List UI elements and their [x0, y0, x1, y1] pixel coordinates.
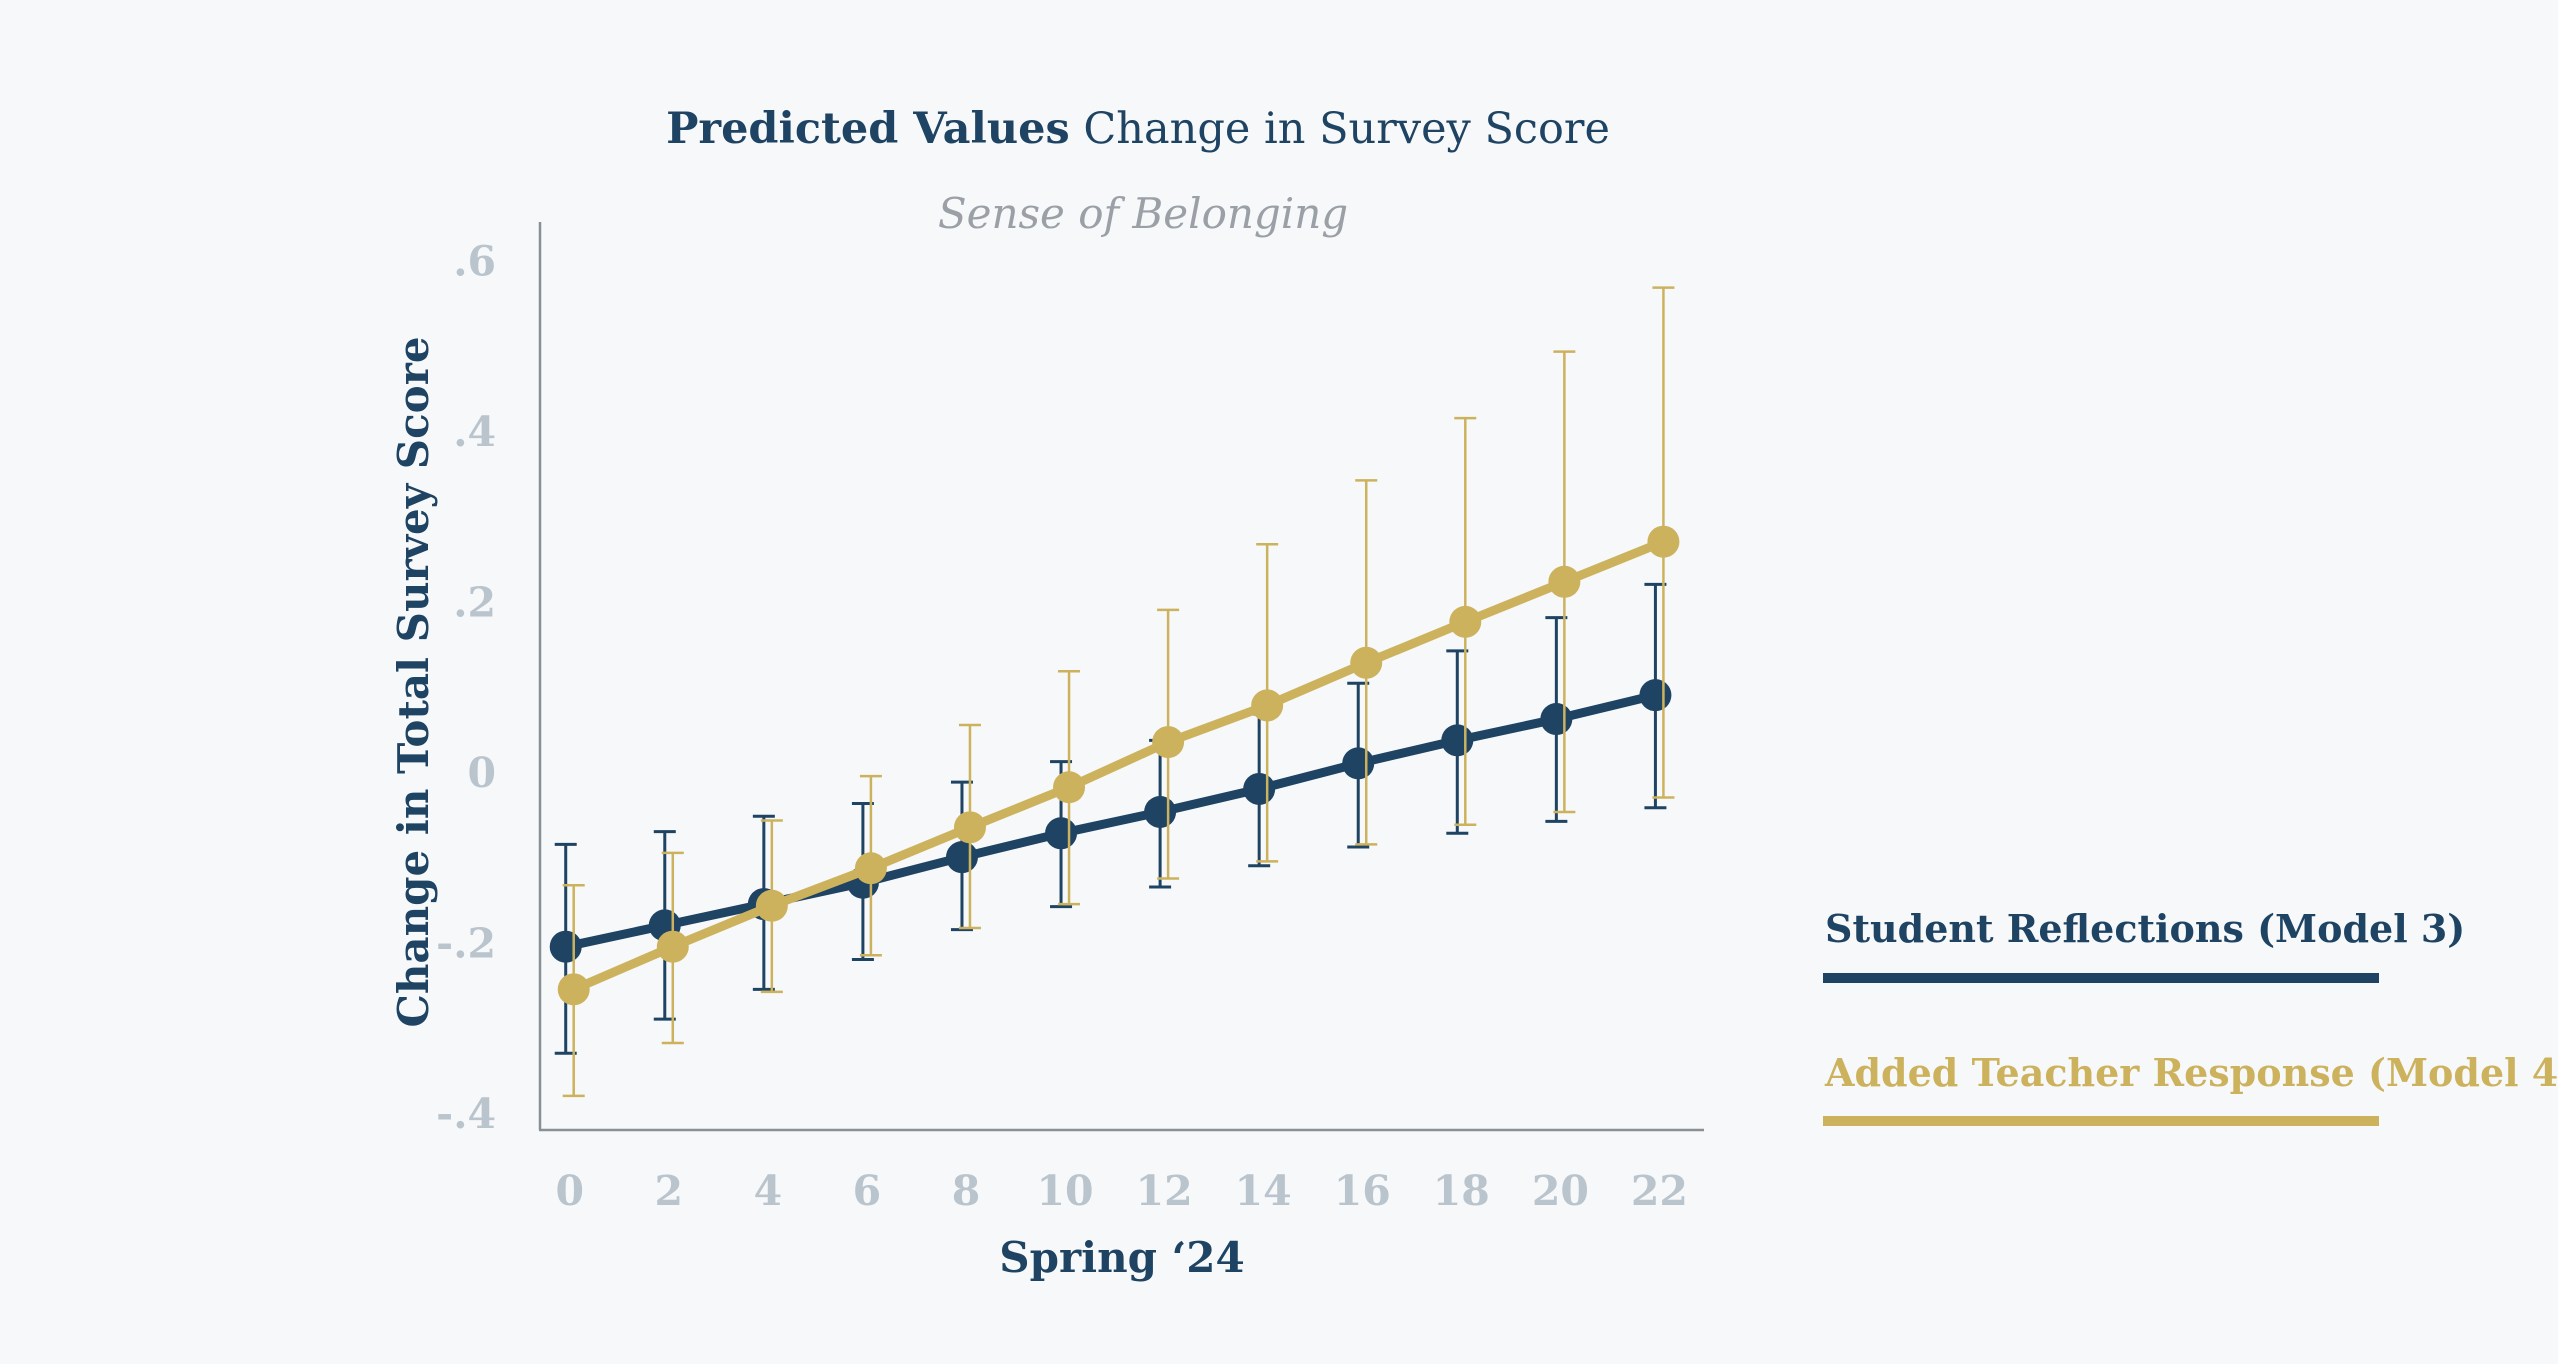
data-point: [1350, 646, 1383, 679]
y-axis-label: Change in Total Survey Score: [389, 336, 438, 1027]
chart-subtitle: Sense of Belonging: [938, 189, 1348, 238]
x-tick-label: 16: [1334, 1167, 1391, 1215]
y-tick-label: .4: [453, 408, 496, 456]
y-tick-labels: .6 .4 .2 0 -.2 -.4: [436, 237, 496, 1138]
x-tick-label: 22: [1631, 1167, 1688, 1215]
data-point: [1540, 703, 1573, 736]
x-axis-label: Spring ‘24: [999, 1233, 1244, 1282]
chart-title-bold: Predicted Values: [666, 104, 1070, 154]
plot-area: [549, 286, 1680, 1098]
x-tick-label: 18: [1433, 1167, 1490, 1215]
y-tick-label: -.4: [436, 1090, 496, 1138]
x-tick-label: 14: [1235, 1167, 1292, 1215]
data-point: [1045, 817, 1078, 850]
series-line: [571, 537, 1666, 994]
x-tick-label: 6: [853, 1167, 882, 1215]
legend-label-series-2: Added Teacher Response (Model 4): [1824, 1050, 2558, 1095]
data-point: [1342, 747, 1375, 780]
data-point: [1144, 795, 1177, 828]
data-point: [1053, 771, 1086, 804]
data-point: [1647, 525, 1680, 558]
data-point: [1639, 679, 1672, 712]
data-point: [953, 811, 986, 844]
y-tick-label: .6: [453, 237, 496, 285]
x-tick-labels: 0 2 4 6 8 10 12 14 16 18 20 22: [555, 1167, 1687, 1215]
data-point: [1152, 726, 1185, 759]
x-tick-label: 2: [655, 1167, 684, 1215]
data-point: [755, 889, 788, 922]
data-point: [1441, 724, 1474, 757]
legend: Student Reflections (Model 3) Added Teac…: [1823, 906, 2558, 1126]
data-point: [557, 973, 590, 1006]
x-tick-label: 20: [1532, 1167, 1589, 1215]
x-tick-label: 4: [754, 1167, 783, 1215]
y-tick-label: .2: [453, 578, 496, 626]
data-point: [549, 930, 582, 963]
chart-title-rest: Change in Survey Score: [1083, 104, 1610, 154]
data-point: [1243, 772, 1276, 805]
data-point: [945, 841, 978, 874]
x-tick-label: 12: [1136, 1167, 1193, 1215]
series-2: [557, 286, 1680, 1098]
y-tick-label: -.2: [436, 919, 496, 967]
legend-label-series-1: Student Reflections (Model 3): [1825, 906, 2465, 951]
x-tick-label: 8: [952, 1167, 981, 1215]
x-tick-label: 10: [1037, 1167, 1094, 1215]
x-tick-label: 0: [555, 1167, 584, 1215]
data-point: [1251, 689, 1284, 722]
data-point: [1548, 565, 1581, 598]
series-line: [564, 690, 1657, 952]
data-point: [854, 852, 887, 885]
chart-title: Predicted Values Change in Survey Score: [666, 104, 1610, 154]
data-point: [1449, 605, 1482, 638]
series-1: [549, 582, 1672, 1055]
y-tick-label: 0: [467, 749, 496, 797]
data-point: [656, 930, 689, 963]
